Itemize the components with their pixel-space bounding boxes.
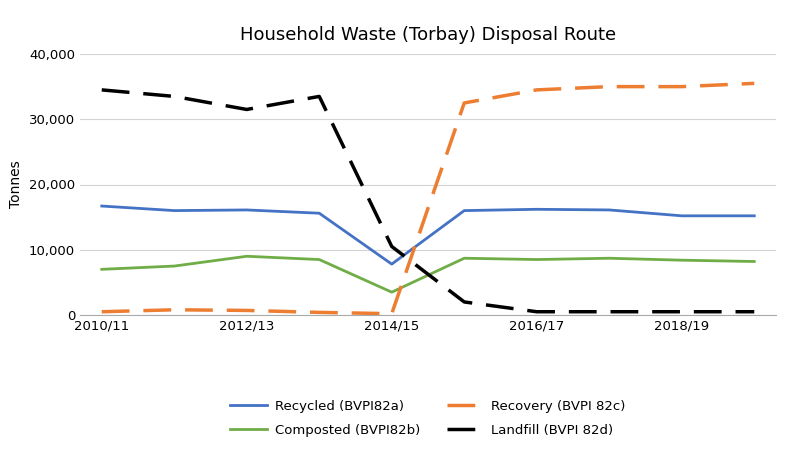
Title: Household Waste (Torbay) Disposal Route: Household Waste (Torbay) Disposal Route: [240, 26, 616, 44]
Composted (BVPI82b): [314, 257, 324, 262]
Recovery (BVPI 82c): [170, 307, 179, 312]
Line: Recycled (BVPI82a): Recycled (BVPI82a): [102, 206, 754, 264]
Line: Recovery (BVPI 82c): Recovery (BVPI 82c): [102, 83, 754, 314]
Recycled (BVPI82a): [97, 203, 106, 209]
Composted (BVPI82b): [750, 259, 759, 264]
Recycled (BVPI82a): [314, 211, 324, 216]
Composted (BVPI82b): [532, 257, 542, 262]
Landfill (BVPI 82d): [170, 94, 179, 99]
Recycled (BVPI82a): [532, 207, 542, 212]
Recovery (BVPI 82c): [677, 84, 686, 89]
Composted (BVPI82b): [677, 257, 686, 263]
Landfill (BVPI 82d): [677, 309, 686, 315]
Recovery (BVPI 82c): [387, 311, 397, 316]
Landfill (BVPI 82d): [605, 309, 614, 315]
Recovery (BVPI 82c): [97, 309, 106, 315]
Recycled (BVPI82a): [750, 213, 759, 219]
Composted (BVPI82b): [170, 263, 179, 269]
Landfill (BVPI 82d): [387, 244, 397, 249]
Recycled (BVPI82a): [459, 208, 469, 213]
Y-axis label: Tonnes: Tonnes: [10, 161, 23, 208]
Recycled (BVPI82a): [170, 208, 179, 213]
Recovery (BVPI 82c): [605, 84, 614, 89]
Recycled (BVPI82a): [677, 213, 686, 219]
Line: Composted (BVPI82b): Composted (BVPI82b): [102, 256, 754, 292]
Landfill (BVPI 82d): [242, 107, 251, 112]
Line: Landfill (BVPI 82d): Landfill (BVPI 82d): [102, 90, 754, 312]
Landfill (BVPI 82d): [314, 94, 324, 99]
Composted (BVPI82b): [387, 289, 397, 295]
Recovery (BVPI 82c): [750, 81, 759, 86]
Composted (BVPI82b): [97, 266, 106, 272]
Composted (BVPI82b): [242, 254, 251, 259]
Recovery (BVPI 82c): [532, 87, 542, 93]
Landfill (BVPI 82d): [750, 309, 759, 315]
Recovery (BVPI 82c): [314, 310, 324, 315]
Landfill (BVPI 82d): [97, 87, 106, 93]
Recovery (BVPI 82c): [459, 100, 469, 106]
Legend: Recycled (BVPI82a), Composted (BVPI82b), Recovery (BVPI 82c), Landfill (BVPI 82d: Recycled (BVPI82a), Composted (BVPI82b),…: [225, 395, 631, 442]
Recovery (BVPI 82c): [242, 308, 251, 313]
Composted (BVPI82b): [605, 256, 614, 261]
Landfill (BVPI 82d): [459, 299, 469, 305]
Recycled (BVPI82a): [242, 207, 251, 213]
Composted (BVPI82b): [459, 256, 469, 261]
Recycled (BVPI82a): [387, 261, 397, 267]
Recycled (BVPI82a): [605, 207, 614, 213]
Landfill (BVPI 82d): [532, 309, 542, 315]
